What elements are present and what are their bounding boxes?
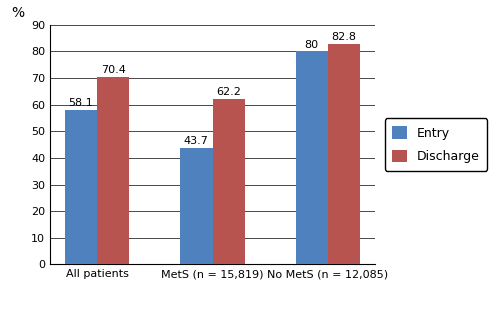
Bar	[212, 99, 245, 264]
Text: 80: 80	[304, 39, 319, 50]
Legend: Entry, Discharge: Entry, Discharge	[384, 118, 488, 171]
Text: %: %	[11, 6, 24, 20]
Text: 70.4: 70.4	[101, 65, 126, 75]
Bar	[65, 110, 97, 264]
Text: 62.2: 62.2	[216, 87, 241, 97]
Bar	[97, 77, 130, 264]
Bar	[180, 148, 212, 264]
Text: 82.8: 82.8	[332, 32, 356, 42]
Text: 58.1: 58.1	[68, 98, 94, 108]
Bar	[296, 52, 328, 264]
Bar	[328, 44, 360, 264]
Text: 43.7: 43.7	[184, 136, 209, 146]
